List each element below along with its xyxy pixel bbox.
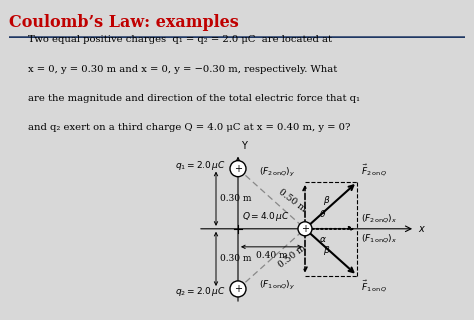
- Circle shape: [230, 161, 246, 177]
- Text: $\vec{F}_{1\,\mathrm{on}\,Q}$: $\vec{F}_{1\,\mathrm{on}\,Q}$: [361, 278, 387, 293]
- Text: $\beta$: $\beta$: [323, 194, 330, 207]
- Text: Y: Y: [241, 140, 247, 151]
- Circle shape: [230, 281, 246, 297]
- Circle shape: [298, 222, 312, 236]
- Text: +: +: [301, 224, 309, 234]
- Text: $\alpha$: $\alpha$: [319, 235, 327, 244]
- Text: $\theta$: $\theta$: [319, 208, 326, 219]
- Text: Coulomb’s Law: examples: Coulomb’s Law: examples: [9, 14, 239, 31]
- Text: +: +: [234, 284, 242, 294]
- Text: 0.30 m: 0.30 m: [220, 254, 252, 263]
- Text: 0.40 m: 0.40 m: [255, 251, 287, 260]
- Text: $(F_{1\,\mathrm{on}Q})_x$: $(F_{1\,\mathrm{on}Q})_x$: [361, 232, 397, 244]
- Text: $Q = 4.0\,\mu C$: $Q = 4.0\,\mu C$: [242, 210, 290, 223]
- Text: $q_1 = 2.0\,\mu C$: $q_1 = 2.0\,\mu C$: [175, 159, 226, 172]
- Text: 0.50 m: 0.50 m: [276, 188, 307, 214]
- Text: $(F_{2\,\mathrm{on}Q})_x$: $(F_{2\,\mathrm{on}Q})_x$: [361, 212, 397, 225]
- Text: $q_2 = 2.0\,\mu C$: $q_2 = 2.0\,\mu C$: [175, 285, 226, 299]
- Text: 0.50 m: 0.50 m: [276, 244, 307, 270]
- Text: x = 0, y = 0.30 m and x = 0, y = −0.30 m, respectively. What: x = 0, y = 0.30 m and x = 0, y = −0.30 m…: [27, 65, 337, 74]
- Text: Two equal positive charges  q₁ = q₂ = 2.0 μC  are located at: Two equal positive charges q₁ = q₂ = 2.0…: [27, 35, 332, 44]
- Text: +: +: [234, 164, 242, 174]
- Text: are the magnitude and direction of the total electric force that q₁: are the magnitude and direction of the t…: [27, 94, 360, 103]
- Text: x: x: [418, 224, 424, 234]
- Text: and q₂ exert on a third charge Q = 4.0 μC at x = 0.40 m, y = 0?: and q₂ exert on a third charge Q = 4.0 μ…: [27, 123, 350, 132]
- Text: 0.30 m: 0.30 m: [220, 194, 252, 203]
- Text: $\beta$: $\beta$: [323, 244, 330, 257]
- Text: $\vec{F}_{2\,\mathrm{on}\,Q}$: $\vec{F}_{2\,\mathrm{on}\,Q}$: [361, 162, 387, 178]
- Text: $(F_{2\,\mathrm{on}Q})_y$: $(F_{2\,\mathrm{on}Q})_y$: [259, 166, 295, 179]
- Text: $(F_{1\,\mathrm{on}Q})_y$: $(F_{1\,\mathrm{on}Q})_y$: [259, 279, 295, 292]
